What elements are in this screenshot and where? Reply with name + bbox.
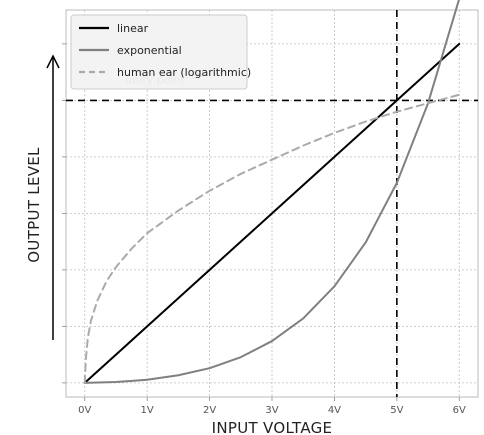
x-tick-label: 2V — [203, 405, 216, 416]
legend-box — [70, 14, 248, 90]
series-line-exponential — [83, 0, 460, 384]
x-tick-label: 5V — [390, 405, 403, 416]
y-axis-label: OUTPUT LEVEL — [25, 147, 43, 263]
reference-lines — [66, 10, 478, 397]
y-axis-arrow — [46, 54, 60, 340]
x-axis-ticks: 0V 1V 2V 3V 4V 5V 6V — [78, 397, 466, 416]
x-tick-label: 1V — [141, 405, 154, 416]
legend-label: exponential — [117, 44, 182, 57]
series-line-linear — [83, 42, 461, 384]
series-line-human — [83, 93, 461, 384]
x-tick-label: 6V — [453, 405, 466, 416]
legend-label: linear — [117, 22, 149, 35]
legend: linear exponential human ear (logarithmic) — [70, 14, 251, 90]
legend-label: human ear (logarithmic) — [117, 66, 251, 79]
x-tick-label: 0V — [78, 405, 91, 416]
x-axis-label: INPUT VOLTAGE — [212, 419, 333, 435]
series-group — [83, 0, 461, 384]
x-tick-label: 4V — [328, 405, 341, 416]
x-tick-label: 3V — [265, 405, 278, 416]
